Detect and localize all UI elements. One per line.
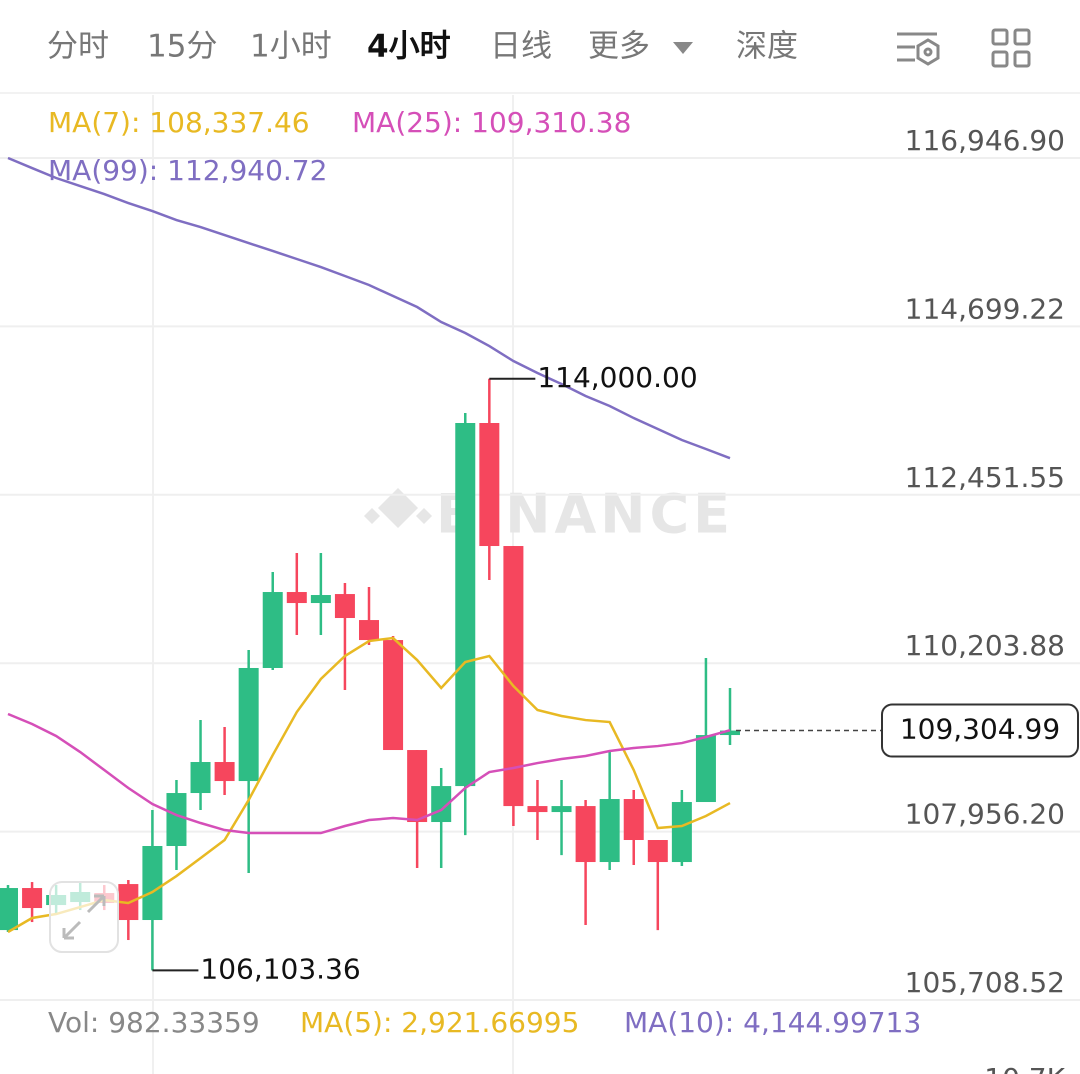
candle-body xyxy=(0,888,18,931)
annotation-label: 114,000.00 xyxy=(537,361,697,394)
annotation-label: 106,103.36 xyxy=(200,952,360,985)
logo-diamond xyxy=(378,488,418,528)
y-tick-label: 112,451.55 xyxy=(905,461,1065,494)
float-button[interactable] xyxy=(49,881,119,953)
tab[interactable]: 1小时 xyxy=(250,29,332,65)
volume-legend: MA(10): 4,144.99713 xyxy=(624,1006,921,1039)
dropdown-arrow[interactable] xyxy=(673,42,693,54)
logo-diamond xyxy=(364,508,380,524)
expand-arrows xyxy=(62,894,106,940)
settings-icon[interactable] xyxy=(897,32,940,66)
icon-cell xyxy=(991,50,1009,68)
watermark-logo xyxy=(364,488,432,528)
candle-body xyxy=(671,802,692,863)
price-label: 109,304.99 xyxy=(900,713,1060,746)
y-tick-label: 116,946.90 xyxy=(905,124,1065,157)
volume-legend: MA(5): 2,921.66995 xyxy=(300,1006,579,1039)
candle-body xyxy=(238,667,259,782)
candle-body xyxy=(647,840,668,863)
candle-body xyxy=(455,423,476,787)
candle-body xyxy=(479,423,500,547)
legend-entry: MA(7): 108,337.46 xyxy=(48,106,310,139)
tab[interactable]: 更多 xyxy=(588,29,650,65)
candle-body xyxy=(623,799,644,841)
candle-body xyxy=(407,750,428,823)
logo-diamond xyxy=(416,508,432,524)
candle-body xyxy=(286,592,307,604)
plot xyxy=(0,156,1080,1001)
ma-line xyxy=(7,712,731,835)
candle-body xyxy=(551,806,572,813)
tab[interactable]: 分时 xyxy=(47,29,109,65)
candle-body xyxy=(503,546,524,807)
candle-body xyxy=(695,735,716,803)
candle-body xyxy=(599,799,620,863)
candle-body xyxy=(214,762,235,782)
candle-body xyxy=(262,592,283,668)
y-tick-label: 107,956.20 xyxy=(905,798,1065,831)
tab[interactable]: 日线 xyxy=(490,29,552,65)
candle-body xyxy=(527,806,548,813)
tab[interactable]: 深度 xyxy=(736,29,798,65)
icon-cell xyxy=(991,28,1009,46)
legend-entry: MA(99): 112,940.72 xyxy=(48,154,327,187)
ma-line xyxy=(7,156,731,460)
candle-body xyxy=(720,730,740,736)
candle-body xyxy=(359,620,379,641)
candle-body xyxy=(166,793,187,847)
candle-body xyxy=(190,762,211,794)
price-box xyxy=(881,703,1079,758)
y-tick-label: 114,699.22 xyxy=(905,292,1065,325)
volume-legend: Vol: 982.33359 xyxy=(48,1006,260,1039)
icon-dot xyxy=(923,47,933,57)
legend-entry: MA(25): 109,310.38 xyxy=(352,106,631,139)
candle-body xyxy=(334,594,355,619)
layout-icon[interactable] xyxy=(991,28,1031,68)
candle-body xyxy=(310,595,331,604)
y-tick-label: 110,203.88 xyxy=(905,629,1065,662)
y-tick-label: 105,708.52 xyxy=(905,966,1065,999)
candle-body xyxy=(575,806,596,863)
tab[interactable]: 15分 xyxy=(147,29,217,65)
tab[interactable]: 4小时 xyxy=(367,29,451,65)
button-box xyxy=(49,881,119,953)
candle-body xyxy=(142,846,163,921)
icon-hex xyxy=(916,38,940,66)
icon-cell xyxy=(1013,50,1031,68)
icon-cell xyxy=(1013,28,1031,46)
candle-body xyxy=(383,640,404,751)
candle-body xyxy=(22,888,43,909)
volume-axis-label: 10.7K xyxy=(984,1062,1065,1074)
ma-line xyxy=(7,636,731,934)
